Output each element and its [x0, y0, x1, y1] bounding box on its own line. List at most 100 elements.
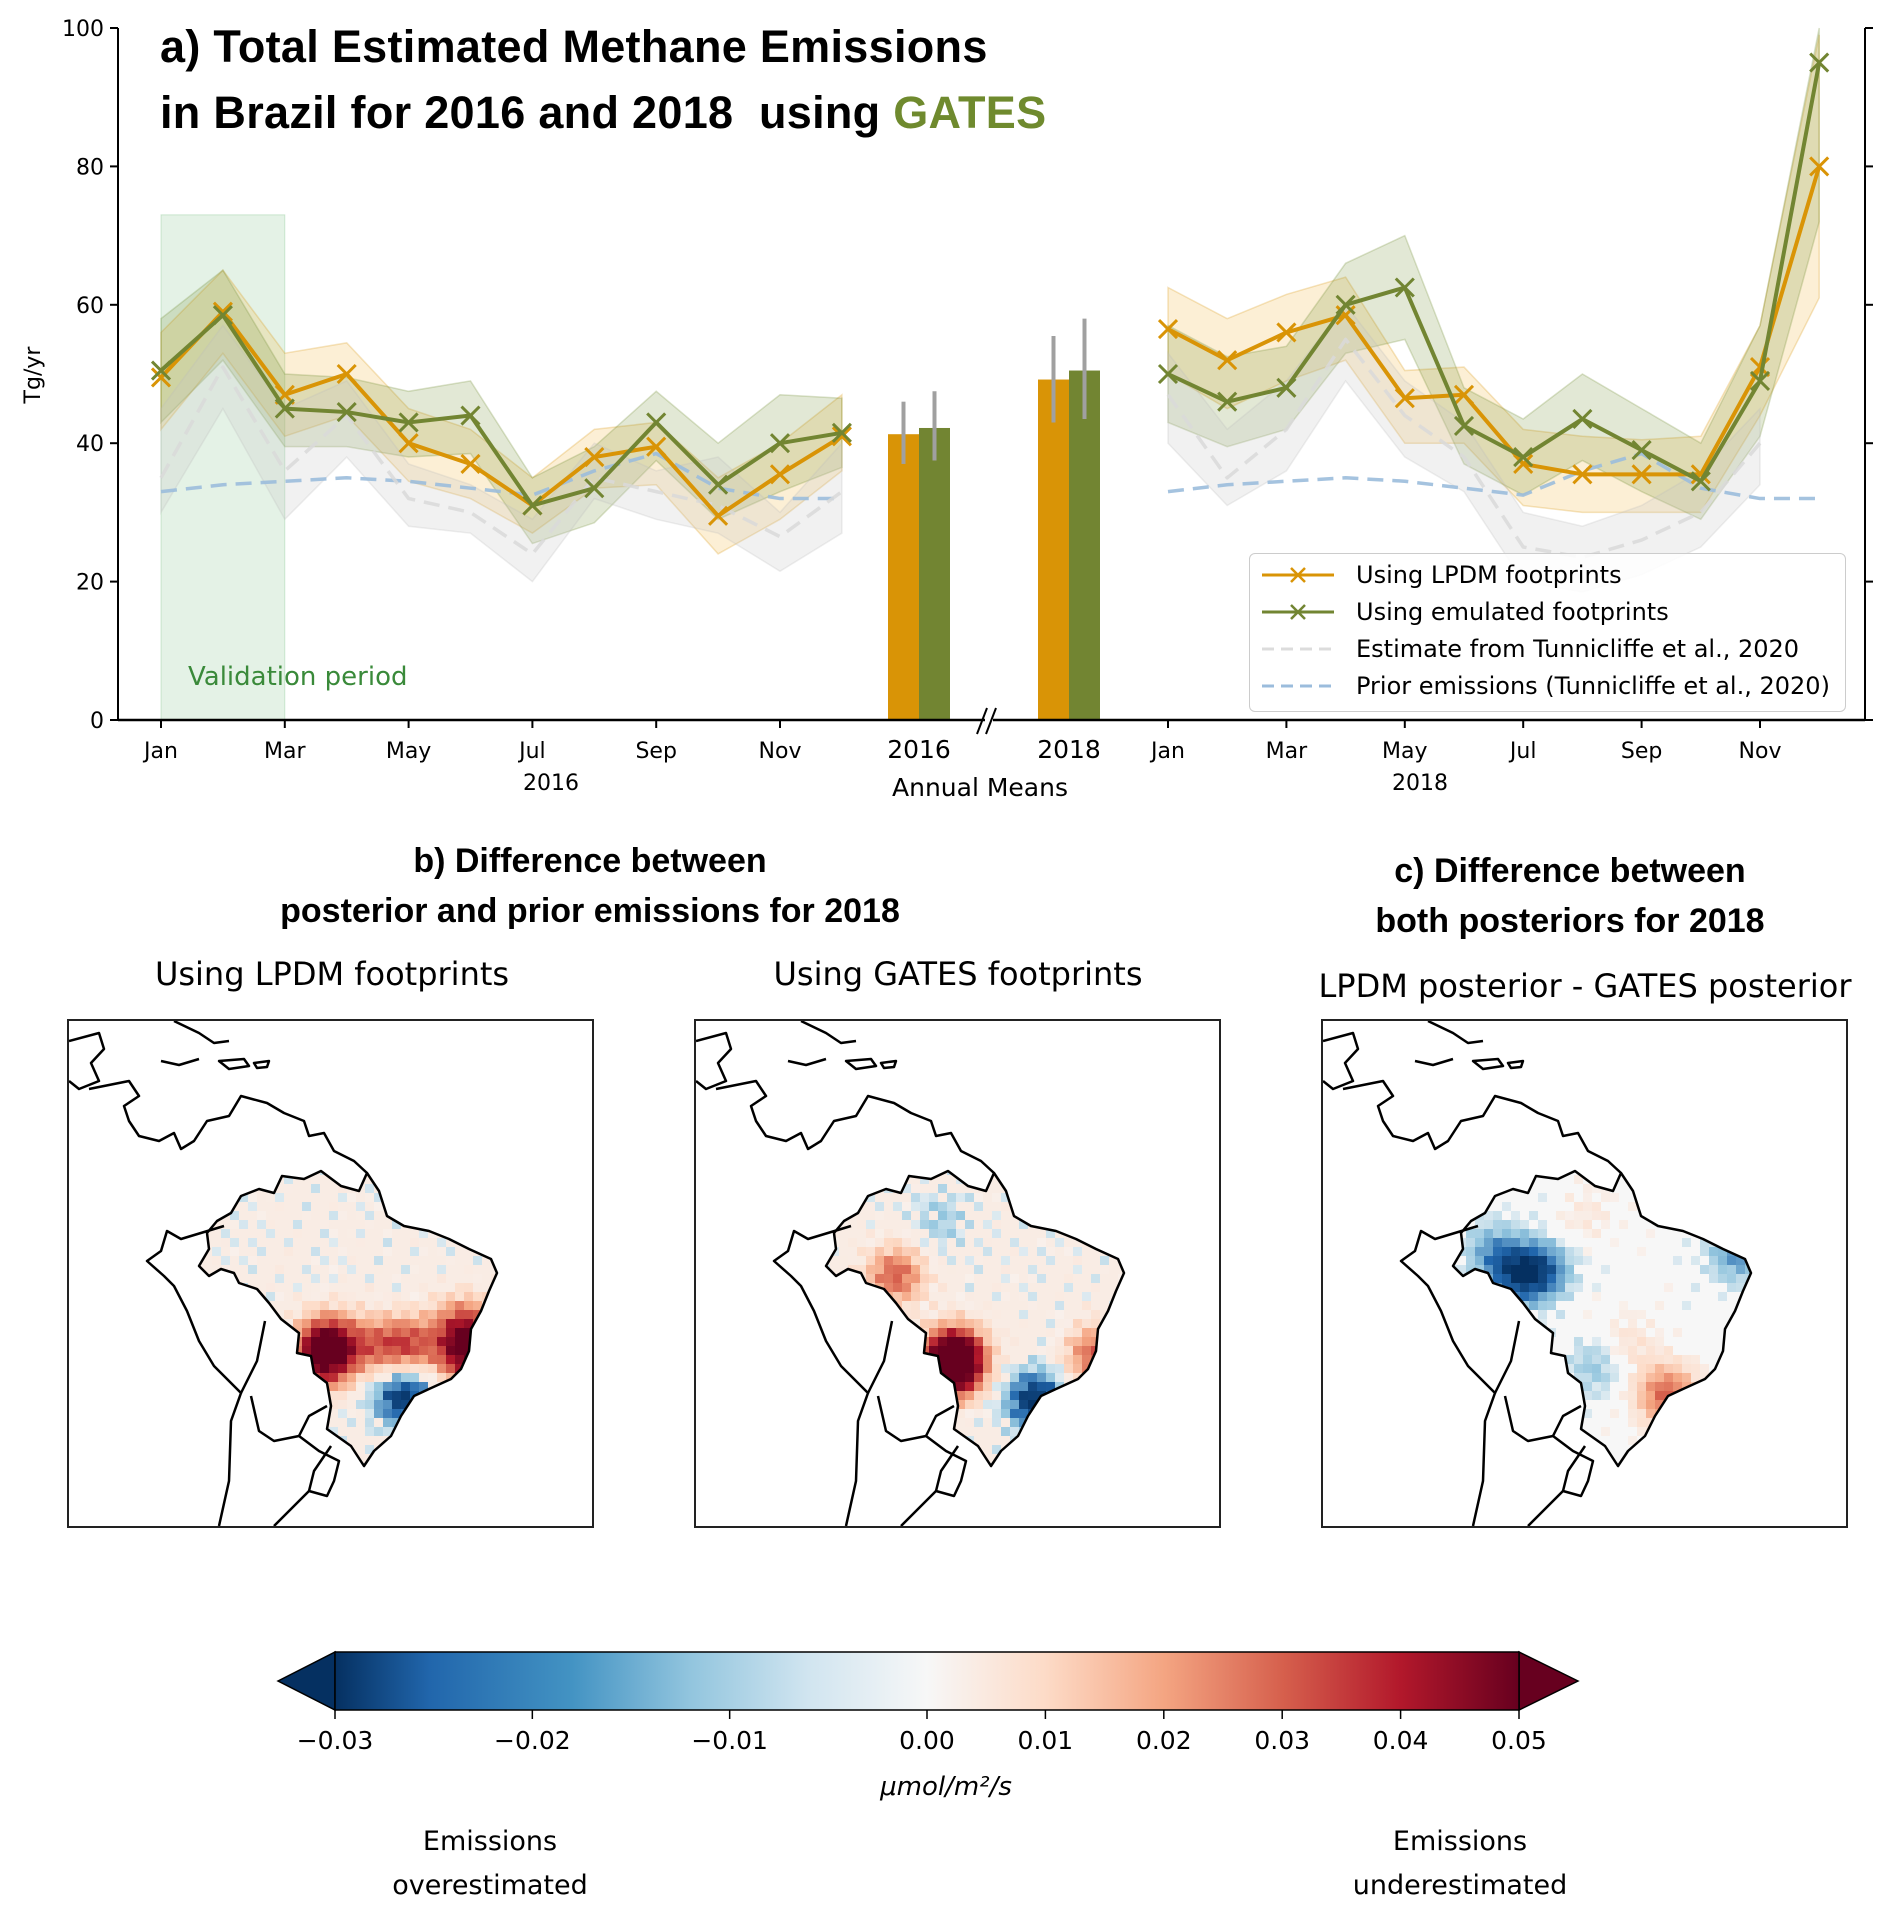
heatmap-cell — [266, 1454, 275, 1463]
heatmap-cell — [1037, 1445, 1046, 1454]
heatmap-cell — [482, 1202, 491, 1211]
heatmap-cell — [212, 1247, 221, 1256]
heatmap-cell — [1484, 1319, 1493, 1328]
heatmap-cell — [365, 1418, 374, 1427]
legend-swatch-lpdm-icon — [1262, 567, 1334, 583]
heatmap-cell — [1046, 1382, 1055, 1391]
heatmap-cell — [1601, 1427, 1610, 1436]
heatmap-cell — [1064, 1184, 1073, 1193]
heatmap-cell — [275, 1355, 284, 1364]
heatmap-cell — [347, 1229, 356, 1238]
heatmap-cell — [1691, 1373, 1700, 1382]
legend-label: Prior emissions (Tunnicliffe et al., 202… — [1356, 672, 1830, 700]
heatmap-cell — [464, 1265, 473, 1274]
heatmap-cell — [410, 1175, 419, 1184]
heatmap-cell — [956, 1382, 965, 1391]
heatmap-cell — [365, 1373, 374, 1382]
heatmap-cell — [1637, 1418, 1646, 1427]
colorbar-right-label: Emissions underestimated — [1310, 1820, 1610, 1908]
heatmap-cell — [347, 1346, 356, 1355]
country-border — [696, 1031, 733, 1091]
heatmap-cell — [1628, 1328, 1637, 1337]
heatmap-cell — [1745, 1310, 1751, 1319]
heatmap-cell — [1453, 1238, 1457, 1247]
heatmap-cell — [1127, 1292, 1136, 1301]
heatmap-cell — [338, 1364, 347, 1373]
heatmap-cell — [1682, 1427, 1691, 1436]
heatmap-cell — [365, 1211, 374, 1220]
heatmap-cell — [1538, 1265, 1547, 1274]
heatmap-cell — [311, 1292, 320, 1301]
heatmap-cell — [464, 1364, 473, 1373]
heatmap-cell — [500, 1409, 509, 1418]
heatmap-cell — [974, 1265, 983, 1274]
heatmap-cell — [365, 1301, 374, 1310]
heatmap-cell — [257, 1463, 266, 1466]
heatmap-cell — [428, 1355, 437, 1364]
heatmap-cell — [1475, 1247, 1484, 1256]
heatmap-cell — [974, 1364, 983, 1373]
heatmap-cell — [374, 1382, 383, 1391]
heatmap-cell — [992, 1328, 1001, 1337]
heatmap-cell — [1754, 1265, 1763, 1274]
heatmap-cell — [302, 1382, 311, 1391]
heatmap-cell — [965, 1301, 974, 1310]
heatmap-cell — [1127, 1373, 1136, 1382]
heatmap-cell — [1055, 1301, 1064, 1310]
heatmap-cell — [992, 1310, 1001, 1319]
heatmap-cell — [365, 1283, 374, 1292]
heatmap-cell — [284, 1364, 293, 1373]
heatmap-cell — [1583, 1220, 1592, 1229]
heatmap-cell — [401, 1283, 410, 1292]
heatmap-cell — [938, 1319, 947, 1328]
heatmap-cell — [374, 1427, 383, 1436]
heatmap-cell — [1091, 1310, 1100, 1319]
heatmap-cell — [347, 1265, 356, 1274]
heatmap-cell — [965, 1319, 974, 1328]
heatmap-cell — [365, 1319, 374, 1328]
heatmap-cell — [1019, 1283, 1028, 1292]
heatmap-cell — [1628, 1202, 1637, 1211]
heatmap-cell — [1637, 1328, 1646, 1337]
point-2018-using-lpdm-footprints — [1217, 350, 1238, 371]
heatmap-cell — [1082, 1454, 1091, 1463]
heatmap-cell — [1046, 1247, 1055, 1256]
heatmap-cell — [257, 1373, 266, 1382]
heatmap-cell — [848, 1184, 857, 1193]
heatmap-cell — [1655, 1301, 1664, 1310]
heatmap-cell — [464, 1319, 473, 1328]
heatmap-cell — [911, 1220, 920, 1229]
heatmap-cell — [884, 1274, 893, 1283]
heatmap-cell — [1484, 1229, 1493, 1238]
heatmap-cell — [1520, 1292, 1529, 1301]
heatmap-cell — [410, 1463, 419, 1466]
heatmap-cell — [1082, 1355, 1091, 1364]
heatmap-cell — [938, 1202, 947, 1211]
heatmap-cell — [1547, 1274, 1556, 1283]
heatmap-cell — [392, 1445, 401, 1454]
heatmap-cell — [938, 1328, 947, 1337]
colorbar — [276, 1650, 1580, 1719]
heatmap-cell — [1592, 1382, 1601, 1391]
heatmap-cell — [1073, 1382, 1082, 1391]
heatmap-cell — [437, 1238, 446, 1247]
heatmap-cell — [338, 1346, 347, 1355]
heatmap-cell — [1754, 1292, 1763, 1301]
heatmap-cell — [1019, 1319, 1028, 1328]
heatmap-cell — [1475, 1229, 1484, 1238]
heatmap-cell — [1727, 1256, 1736, 1265]
heatmap-cell — [938, 1400, 947, 1409]
heatmap-cell — [1010, 1427, 1019, 1436]
heatmap-cell — [293, 1319, 302, 1328]
heatmap-cell — [365, 1364, 374, 1373]
heatmap-cell — [893, 1171, 902, 1175]
heatmap-cell — [1127, 1265, 1136, 1274]
heatmap-cell — [275, 1171, 284, 1175]
heatmap-cell — [455, 1283, 464, 1292]
heatmap-cell — [947, 1220, 956, 1229]
heatmap-cell — [383, 1292, 392, 1301]
heatmap-cell — [1091, 1337, 1100, 1346]
heatmap-cell — [293, 1382, 302, 1391]
heatmap-cell — [401, 1319, 410, 1328]
heatmap-cell — [947, 1193, 956, 1202]
